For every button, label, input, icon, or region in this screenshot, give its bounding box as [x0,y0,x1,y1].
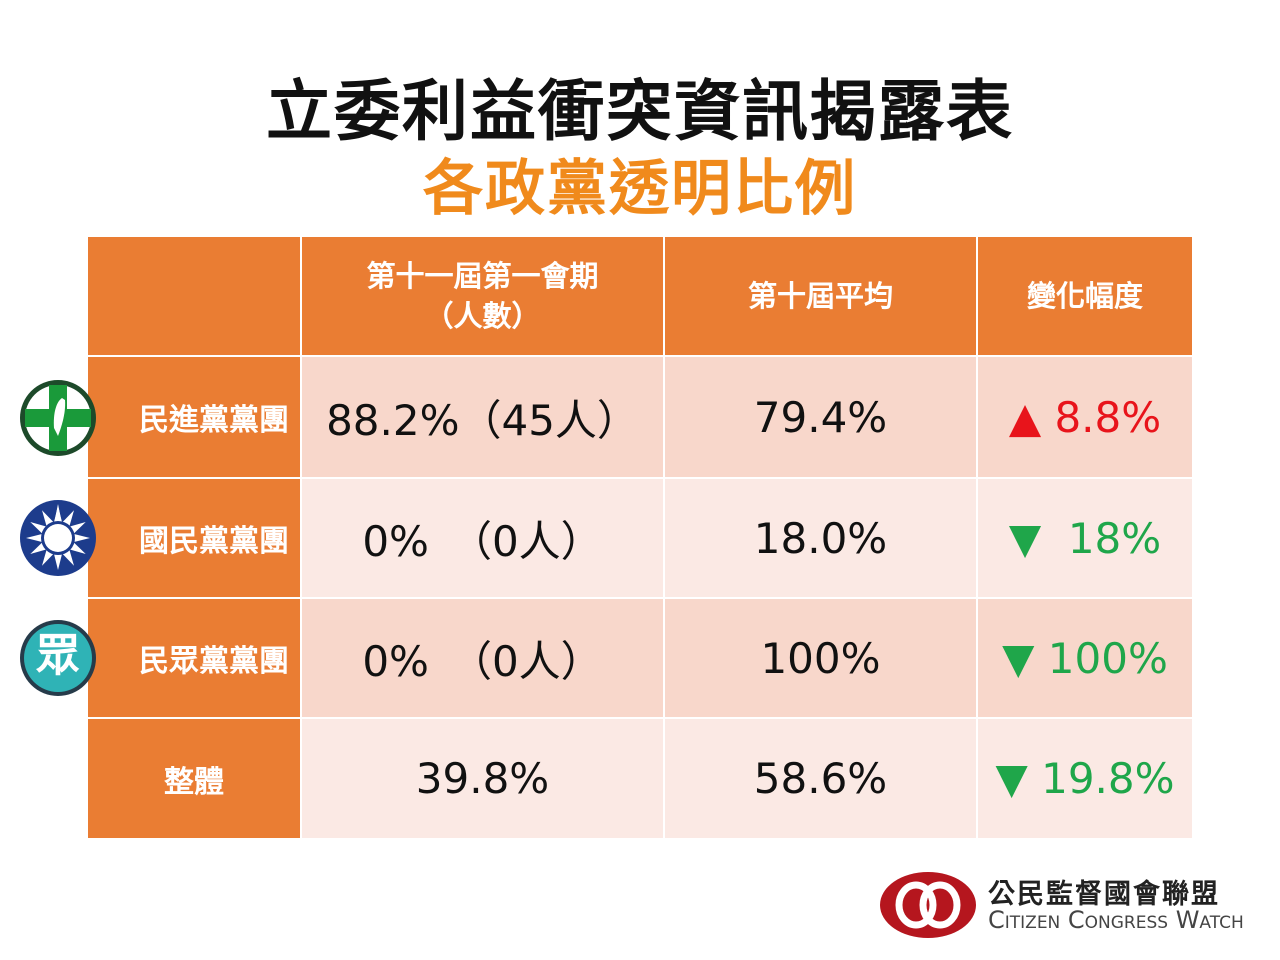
column-header: 第十一屆第一會期 （人數） [302,237,663,355]
row-label: 整體 [88,719,300,838]
sun-ray [54,506,62,522]
dpp-icon [20,380,96,456]
table-cell: 100% [665,599,976,717]
table-cell: 58.6% [665,719,976,838]
sun-ray [69,522,86,534]
row-label: 國民黨黨團 [88,479,300,597]
table-cell: 0% （0人） [302,599,663,717]
table-cell: 18.0% [665,479,976,597]
table-cell: ▼ 100% [978,599,1192,717]
tpp-icon-text: 眾 [36,630,80,681]
sun-ray [42,510,54,527]
row-label: 民進黨黨團 [88,357,300,477]
sun-ray [30,522,47,534]
subtitle: 各政黨透明比例 [423,154,857,224]
table-cell: 0% （0人） [302,479,663,597]
logo [880,872,976,938]
sun-ray [54,554,62,570]
table-cell: ▼ 19.8% [978,719,1192,838]
tpp-icon: 眾 [20,620,96,696]
org-name: 公民監督國會聯盟 [988,879,1220,910]
org-name-en: Citizen Congress Watch [988,906,1244,934]
sun-ray [74,534,90,542]
sun-ray [62,510,74,527]
column-header: 第十屆平均 [665,237,976,355]
table-cell: 39.8% [302,719,663,838]
row-label: 民眾黨黨團 [88,599,300,717]
kmt-icon [20,500,96,576]
sun-ray [69,542,86,554]
title: 立委利益衝突資訊揭露表 [266,73,1014,150]
column-header: 變化幅度 [978,237,1192,355]
table-cell: 88.2%（45人） [302,357,663,477]
sun-ray [26,534,42,542]
table-cell: ▼ 18% [978,479,1192,597]
sun-ray [62,549,74,566]
table-cell: ▲ 8.8% [978,357,1192,477]
sun-ray [42,549,54,566]
table-cell: 79.4% [665,357,976,477]
header-corner [88,237,300,355]
sun-ray [30,542,47,554]
